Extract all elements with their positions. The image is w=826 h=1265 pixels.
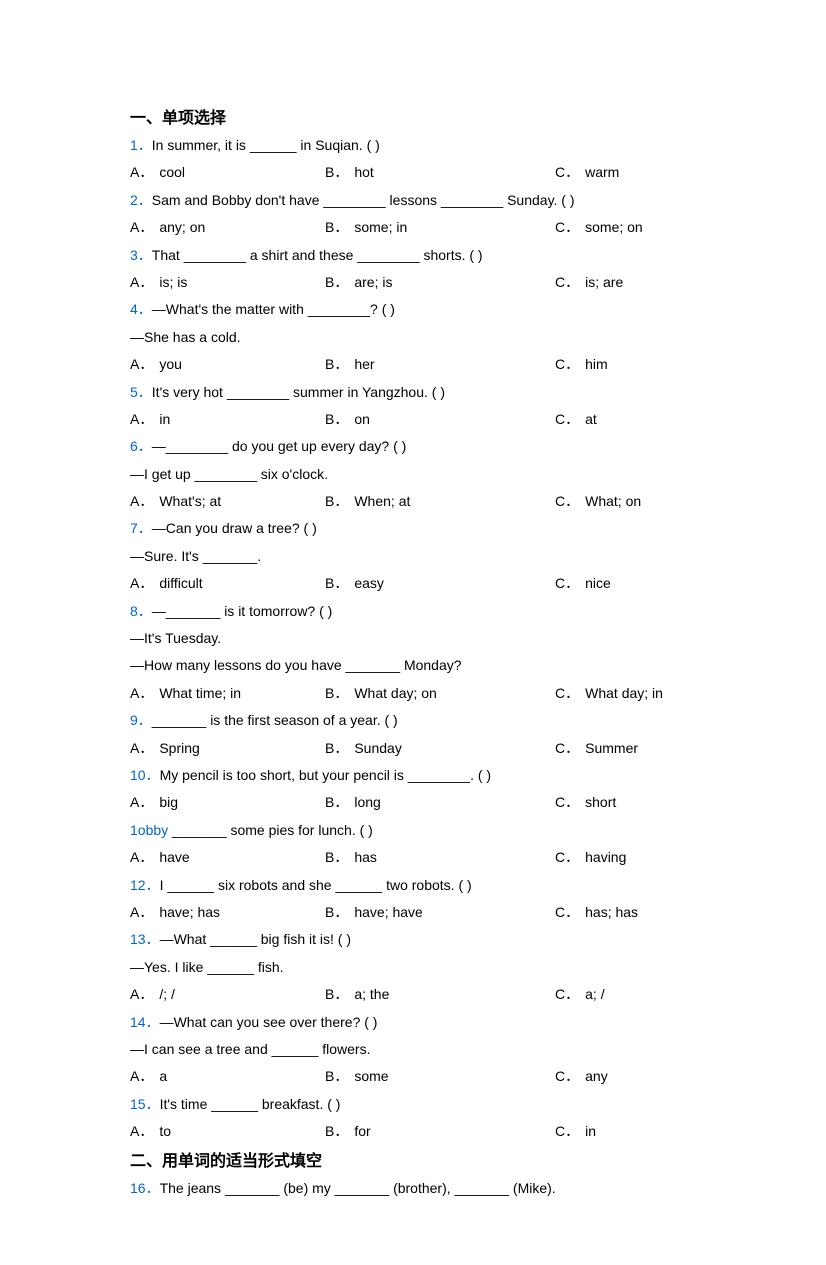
options-row: A．What time; in B．What day; on C．What da… (130, 682, 716, 704)
question-10: 10．My pencil is too short, but your penc… (130, 764, 716, 786)
options-row: A．in B．on C．at (130, 408, 716, 430)
options-row: A．is; is B．are; is C．is; are (130, 271, 716, 293)
options-row: A．big B．long C．short (130, 791, 716, 813)
question-14: 14．—What can you see over there? ( ) (130, 1011, 716, 1033)
options-row: A．any; on B．some; in C．some; on (130, 216, 716, 238)
question-11: 1obby _______ some pies for lunch. ( ) (130, 819, 716, 841)
question-9: 9．_______ is the first season of a year.… (130, 709, 716, 731)
question-continuation: —I get up ________ six o'clock. (130, 463, 716, 485)
options-row: A．Spring B．Sunday C．Summer (130, 737, 716, 759)
question-13: 13．—What ______ big fish it is! ( ) (130, 928, 716, 950)
options-row: A．/; / B．a; the C．a; / (130, 983, 716, 1005)
question-6: 6．—________ do you get up every day? ( ) (130, 435, 716, 457)
question-continuation: —I can see a tree and ______ flowers. (130, 1038, 716, 1060)
options-row: A．have B．has C．having (130, 846, 716, 868)
question-continuation: —She has a cold. (130, 326, 716, 348)
worksheet-page: 一、单项选择 1．In summer, it is ______ in Suqi… (0, 0, 826, 1265)
options-row: A．difficult B．easy C．nice (130, 572, 716, 594)
question-1: 1．In summer, it is ______ in Suqian. ( ) (130, 134, 716, 156)
question-number: 2． (130, 192, 152, 208)
question-text: Sam and Bobby don't have ________ lesson… (152, 192, 575, 208)
question-8: 8．—_______ is it tomorrow? ( ) (130, 600, 716, 622)
question-continuation: —Yes. I like ______ fish. (130, 956, 716, 978)
question-7: 7．—Can you draw a tree? ( ) (130, 517, 716, 539)
question-continuation: —How many lessons do you have _______ Mo… (130, 654, 716, 676)
question-2: 2．Sam and Bobby don't have ________ less… (130, 189, 716, 211)
option-b: B．hot (325, 161, 555, 183)
option-a: A．cool (130, 161, 325, 183)
question-text: In summer, it is ______ in Suqian. ( ) (152, 137, 380, 153)
question-number: 1． (130, 137, 152, 153)
question-15: 15．It's time ______ breakfast. ( ) (130, 1093, 716, 1115)
options-row: A．you B．her C．him (130, 353, 716, 375)
section-1-title: 一、单项选择 (130, 104, 716, 128)
section-2-title: 二、用单词的适当形式填空 (130, 1147, 716, 1171)
options-row: A．have; has B．have; have C．has; has (130, 901, 716, 923)
options-row: A．a B．some C．any (130, 1065, 716, 1087)
options-row: A．cool B．hot C．warm (130, 161, 716, 183)
options-row: A．What's; at B．When; at C．What; on (130, 490, 716, 512)
question-4: 4．—What's the matter with ________? ( ) (130, 298, 716, 320)
question-5: 5．It's very hot ________ summer in Yangz… (130, 381, 716, 403)
question-continuation: —It's Tuesday. (130, 627, 716, 649)
option-c: C．warm (555, 161, 716, 183)
question-12: 12．I ______ six robots and she ______ tw… (130, 874, 716, 896)
question-continuation: —Sure. It's _______. (130, 545, 716, 567)
options-row: A．to B．for C．in (130, 1120, 716, 1142)
question-16: 16．The jeans _______ (be) my _______ (br… (130, 1177, 716, 1199)
question-3: 3．That ________ a shirt and these ______… (130, 244, 716, 266)
